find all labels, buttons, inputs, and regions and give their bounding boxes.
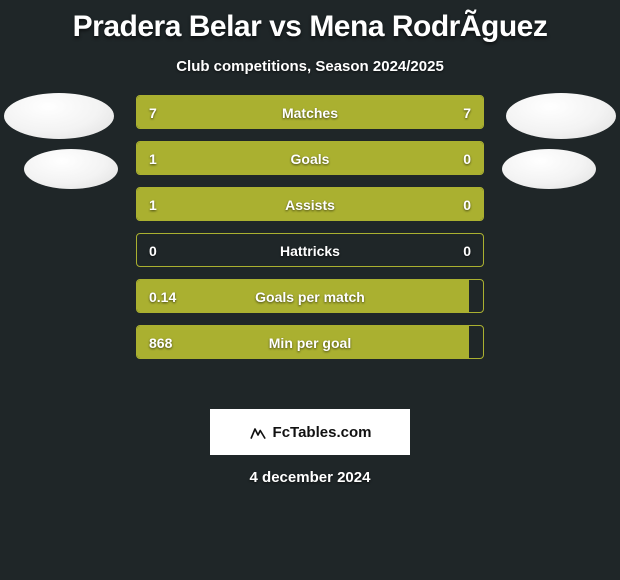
- stat-rows: 7Matches71Goals01Assists00Hattricks00.14…: [136, 95, 484, 371]
- stat-row-label: Goals per match: [137, 280, 483, 313]
- stat-row-label: Hattricks: [137, 234, 483, 267]
- stat-row-value-right: 0: [463, 234, 471, 267]
- stat-row-label: Matches: [137, 96, 483, 129]
- player-left-avatar: [4, 93, 114, 139]
- stat-row: 0Hattricks0: [136, 233, 484, 267]
- stat-row-label: Min per goal: [137, 326, 483, 359]
- comparison-arena: 7Matches71Goals01Assists00Hattricks00.14…: [0, 105, 620, 395]
- player-right-avatar-shadow: [502, 149, 596, 189]
- date-footer: 4 december 2024: [0, 469, 620, 486]
- watermark-text: FcTables.com: [273, 424, 372, 441]
- stat-row-value-right: 0: [463, 188, 471, 221]
- stat-row: 7Matches7: [136, 95, 484, 129]
- watermark: FcTables.com: [210, 409, 410, 455]
- stat-row-label: Assists: [137, 188, 483, 221]
- watermark-icon: [249, 423, 267, 441]
- player-right-avatar: [506, 93, 616, 139]
- stat-row: 868Min per goal: [136, 325, 484, 359]
- stat-row-label: Goals: [137, 142, 483, 175]
- stat-row: 0.14Goals per match: [136, 279, 484, 313]
- stat-row-value-right: 7: [463, 96, 471, 129]
- stat-row: 1Assists0: [136, 187, 484, 221]
- player-left-avatar-shadow: [24, 149, 118, 189]
- stat-row-value-right: 0: [463, 142, 471, 175]
- stat-row: 1Goals0: [136, 141, 484, 175]
- page-title: Pradera Belar vs Mena RodrÃ­guez: [0, 0, 620, 44]
- subtitle: Club competitions, Season 2024/2025: [0, 58, 620, 75]
